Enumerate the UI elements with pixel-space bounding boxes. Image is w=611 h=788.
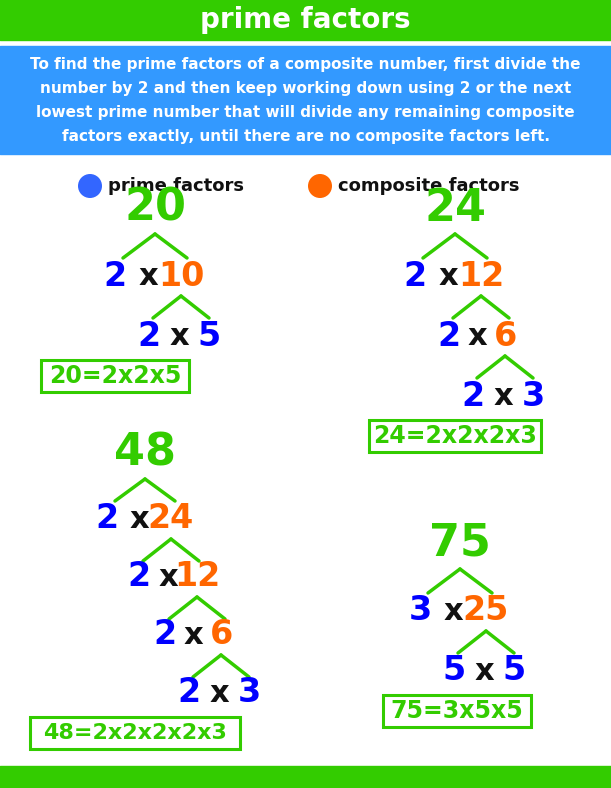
- Text: 48=2x2x2x2x3: 48=2x2x2x2x3: [43, 723, 227, 743]
- Text: 48: 48: [114, 432, 176, 474]
- Text: x: x: [183, 620, 203, 649]
- Text: 75: 75: [429, 522, 491, 564]
- Text: 5: 5: [502, 655, 525, 687]
- Text: 6: 6: [210, 619, 233, 652]
- Text: 24: 24: [148, 503, 194, 536]
- Text: 5: 5: [442, 655, 466, 687]
- Ellipse shape: [308, 174, 332, 198]
- Text: x: x: [158, 563, 178, 592]
- Text: 2: 2: [153, 619, 177, 652]
- Text: lowest prime number that will divide any remaining composite: lowest prime number that will divide any…: [36, 105, 575, 120]
- Text: x: x: [474, 656, 494, 686]
- Text: 24: 24: [424, 187, 486, 229]
- Text: 20: 20: [124, 187, 186, 229]
- Text: x: x: [209, 678, 229, 708]
- Text: x: x: [438, 262, 458, 291]
- Text: To find the prime factors of a composite number, first divide the: To find the prime factors of a composite…: [31, 57, 580, 72]
- Text: 20=2x2x5: 20=2x2x5: [49, 364, 181, 388]
- Text: 12: 12: [174, 560, 220, 593]
- Text: 2: 2: [461, 380, 485, 412]
- Text: 6: 6: [493, 319, 517, 352]
- Text: 3: 3: [408, 594, 431, 627]
- Text: 10: 10: [158, 259, 204, 292]
- Text: factors exactly, until there are no composite factors left.: factors exactly, until there are no comp…: [62, 128, 549, 143]
- Text: x: x: [129, 504, 149, 533]
- Text: x: x: [169, 322, 189, 351]
- Text: 5: 5: [197, 319, 221, 352]
- Ellipse shape: [78, 174, 102, 198]
- Text: x: x: [443, 597, 463, 626]
- FancyBboxPatch shape: [30, 717, 240, 749]
- FancyBboxPatch shape: [369, 420, 541, 452]
- Text: 2: 2: [95, 503, 119, 536]
- Text: x: x: [467, 322, 487, 351]
- Text: 24=2x2x2x3: 24=2x2x2x3: [373, 424, 537, 448]
- Text: composite factors: composite factors: [338, 177, 519, 195]
- Text: 75=3x5x5: 75=3x5x5: [390, 699, 524, 723]
- Text: 12: 12: [458, 259, 504, 292]
- Text: number by 2 and then keep working down using 2 or the next: number by 2 and then keep working down u…: [40, 80, 571, 95]
- FancyBboxPatch shape: [41, 360, 189, 392]
- FancyBboxPatch shape: [383, 695, 531, 727]
- Text: 3: 3: [238, 677, 261, 709]
- Text: 25: 25: [463, 594, 509, 627]
- Text: 2: 2: [137, 319, 161, 352]
- Text: x: x: [493, 381, 513, 411]
- Text: 2: 2: [403, 259, 426, 292]
- Text: 2: 2: [103, 259, 126, 292]
- Text: prime factors: prime factors: [200, 6, 411, 34]
- Text: 2: 2: [177, 677, 200, 709]
- Text: 3: 3: [521, 380, 544, 412]
- Text: x: x: [138, 262, 158, 291]
- Text: 2: 2: [128, 560, 150, 593]
- Text: 2: 2: [437, 319, 461, 352]
- Text: prime factors: prime factors: [108, 177, 244, 195]
